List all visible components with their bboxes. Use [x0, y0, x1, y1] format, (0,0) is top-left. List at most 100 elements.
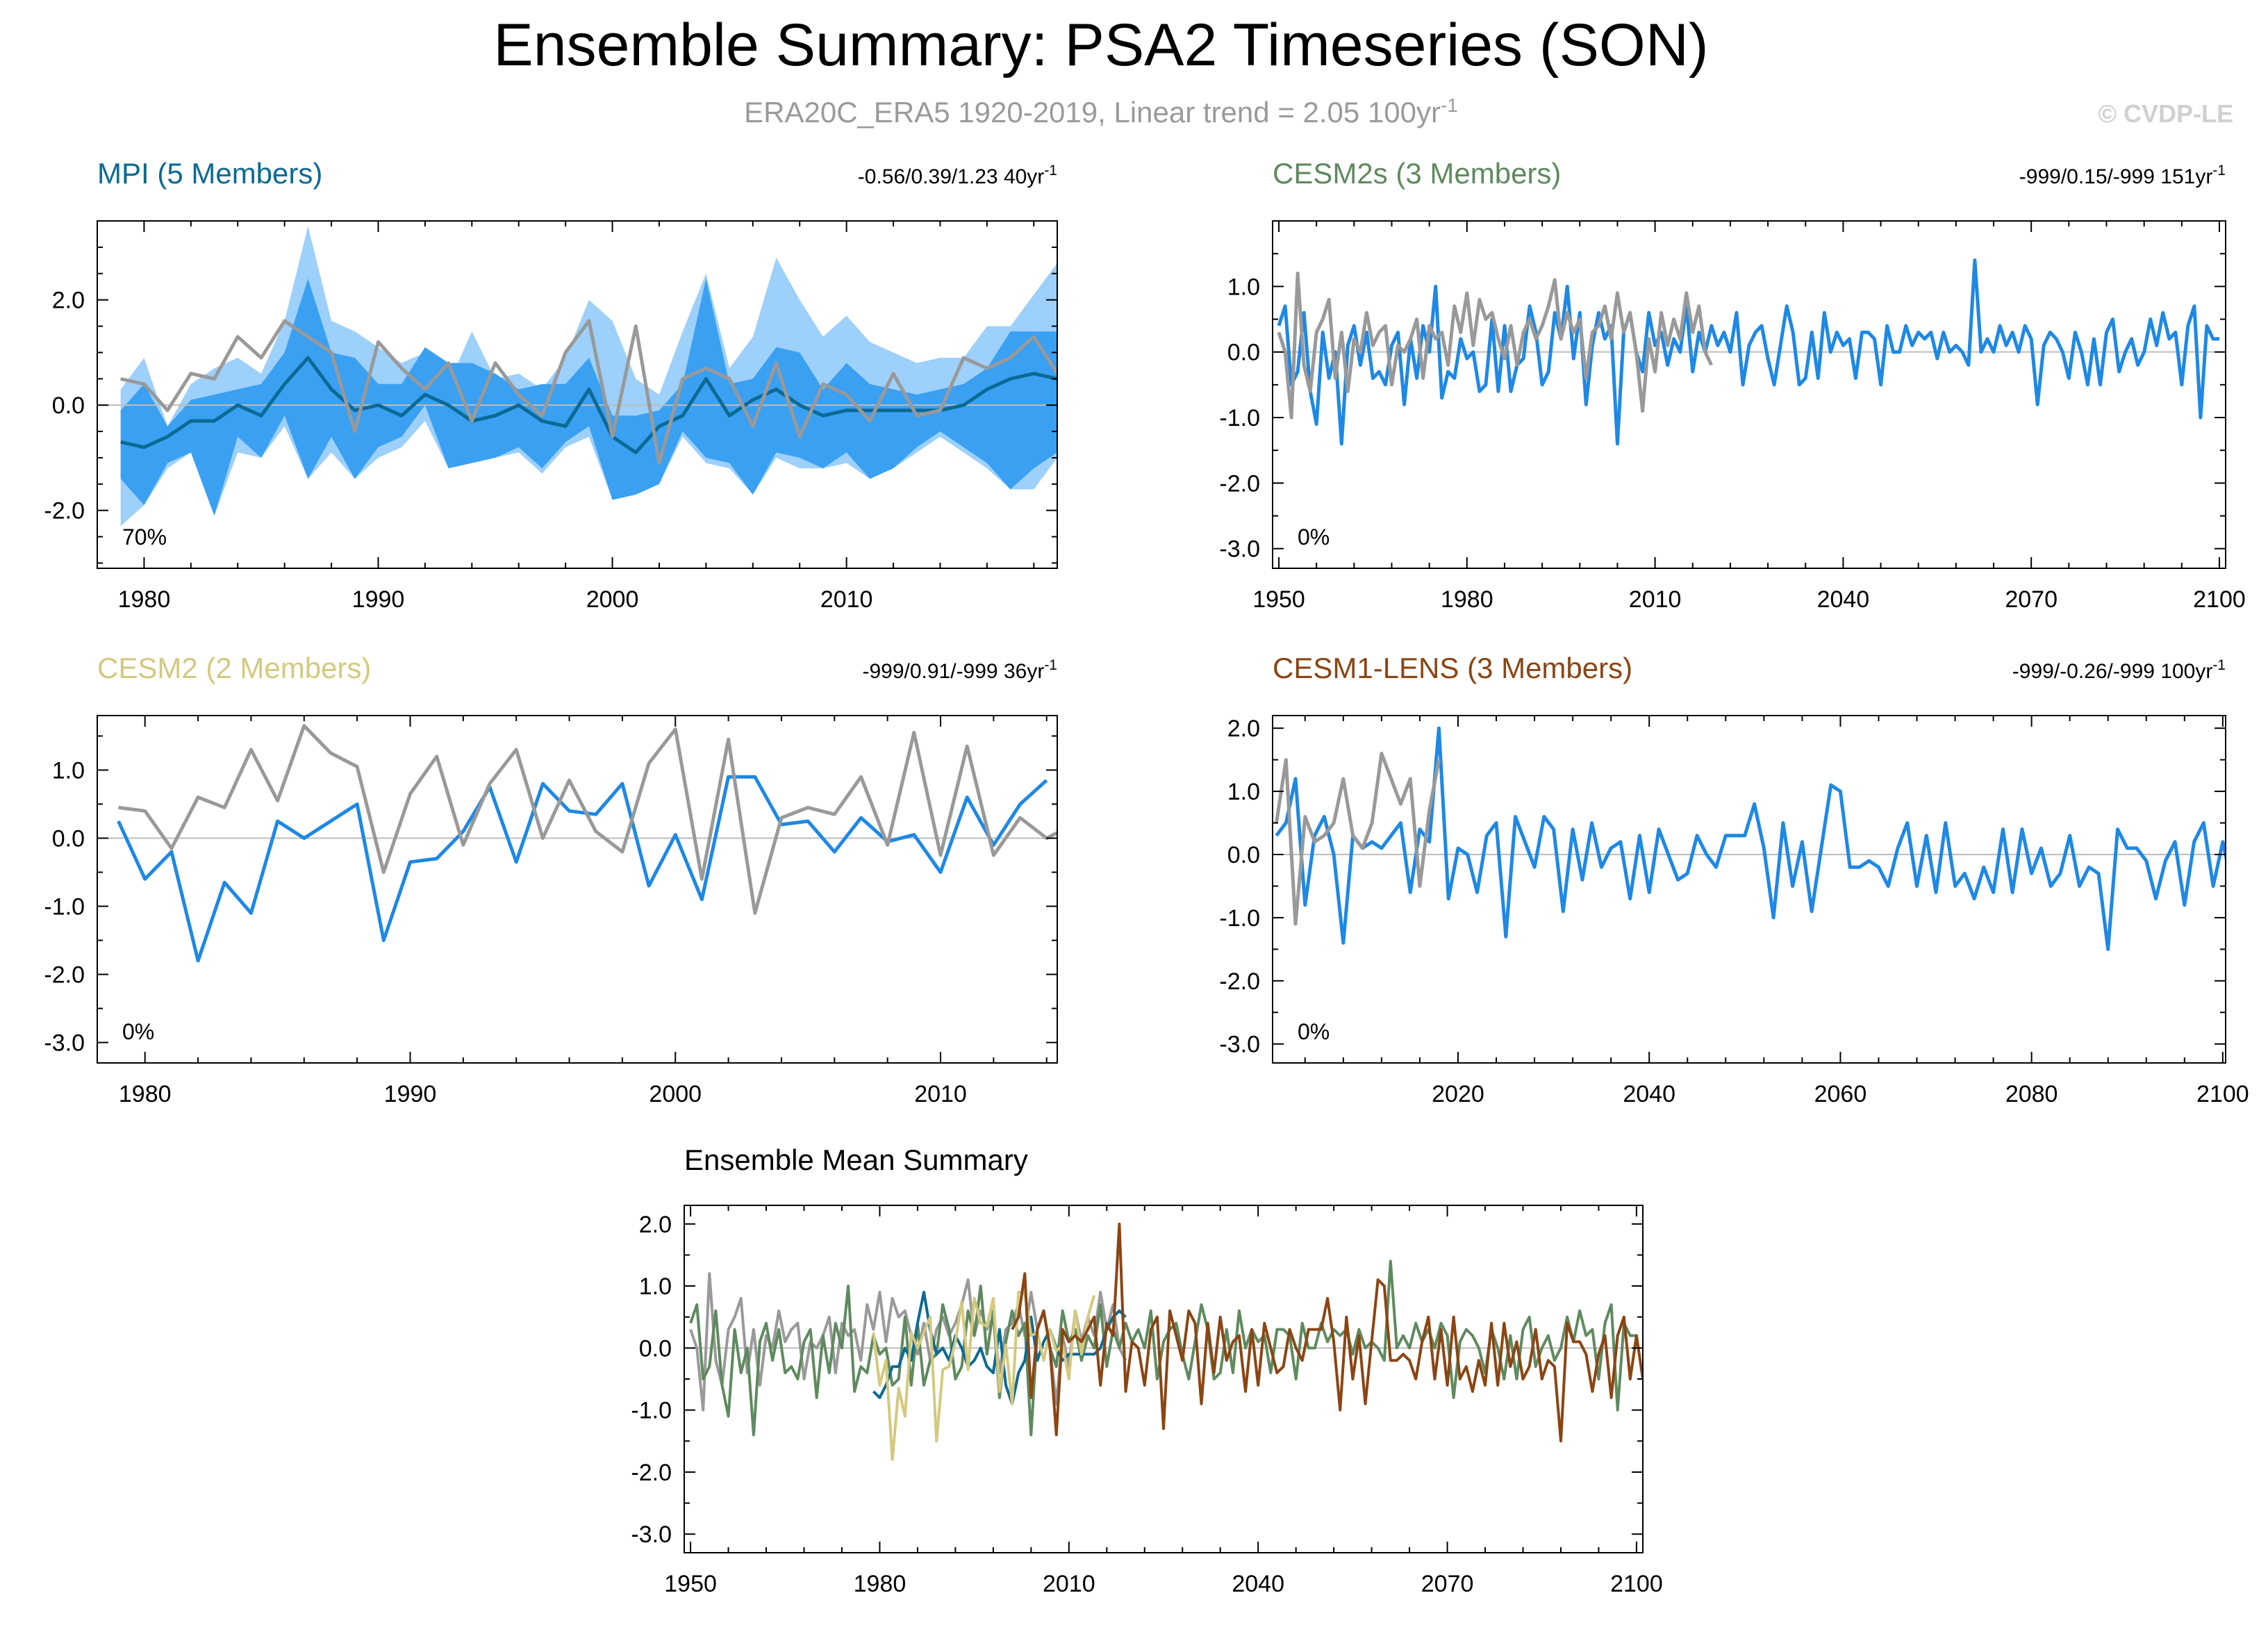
series-cesm2s	[689, 1260, 1637, 1437]
stats-exponent: -1	[2212, 163, 2226, 179]
panel-title: CESM1-LENS (3 Members)	[1273, 652, 1632, 684]
subtitle-text: ERA20C_ERA5 1920-2019, Linear trend = 2.…	[744, 96, 1441, 129]
x-tick-label: 1980	[118, 586, 171, 613]
x-tick-label: 2060	[1814, 1081, 1867, 1107]
percent-label: 0%	[1298, 525, 1330, 550]
panel-ensemble_mean: Ensemble Mean Summary -3.0 -2.0 -1.0 0.0 1.0 2…	[631, 1144, 1662, 1597]
y-tick-label: -3.0	[44, 1030, 85, 1057]
x-tick-label: 1990	[384, 1081, 437, 1107]
x-tick-label: 2070	[1421, 1571, 1474, 1597]
x-tick-label: 2070	[2005, 586, 2058, 613]
panel-stats: -999/0.15/-999 151yr-1	[2019, 163, 2226, 188]
y-tick-label: 0.0	[1227, 842, 1260, 868]
series-ensemble-mean	[1275, 726, 2226, 951]
plot-frame	[97, 715, 1058, 1064]
y-tick-label: 2.0	[1227, 716, 1260, 742]
panel-cesm2: CESM2 (2 Members) -999/0.91/-999 36yr-1 -3…	[44, 652, 1058, 1107]
y-tick-label: -1.0	[1219, 405, 1260, 431]
series-mpi	[872, 1291, 1127, 1405]
x-tick-label: 1980	[119, 1081, 172, 1107]
x-tick-label: 2020	[1432, 1081, 1484, 1107]
stats-text: -0.56/0.39/1.23 40yr	[858, 165, 1045, 188]
series-cesm1-lens	[1011, 1222, 1643, 1443]
x-tick-label: 2100	[2193, 586, 2246, 613]
stats-text: -999/-0.26/-999 100yr	[2012, 660, 2213, 683]
y-tick-label: -2.0	[1219, 968, 1260, 995]
stats-exponent: -1	[2212, 657, 2226, 673]
x-tick-label: 2040	[1623, 1081, 1675, 1107]
x-tick-label: 2080	[2005, 1081, 2058, 1107]
series-ensemble-mean	[1277, 258, 2219, 446]
x-tick-label: 2100	[1610, 1571, 1663, 1597]
panel-title: Ensemble Mean Summary	[684, 1144, 1028, 1176]
x-tick-label: 1980	[854, 1571, 907, 1597]
y-tick-label: 1.0	[52, 757, 85, 784]
y-tick-label: -2.0	[631, 1460, 672, 1486]
panel-stats: -999/0.91/-999 36yr-1	[862, 657, 1057, 683]
y-tick-label: -3.0	[631, 1521, 672, 1548]
y-tick-label: -1.0	[1219, 905, 1260, 932]
panel-stats: -999/-0.26/-999 100yr-1	[2012, 657, 2226, 683]
y-tick-label: 2.0	[52, 288, 85, 314]
panel-mpi: MPI (5 Members) -0.56/0.39/1.23 40yr-1 -2.…	[44, 157, 1058, 613]
percent-label: 0%	[122, 1019, 154, 1044]
series-era20c-era5	[1277, 272, 1714, 420]
panel-title: MPI (5 Members)	[97, 157, 322, 190]
series-ensemble-mean	[120, 356, 1057, 454]
x-tick-label: 2010	[820, 586, 873, 613]
figure-title: Ensemble Summary: PSA2 Timeseries (SON)	[493, 12, 1708, 79]
x-tick-label: 2000	[649, 1081, 702, 1107]
x-tick-label: 2010	[1629, 586, 1682, 613]
y-tick-label: -2.0	[1219, 470, 1260, 497]
stats-exponent: -1	[1044, 657, 1057, 673]
percent-label: 70%	[122, 525, 167, 550]
plot-area	[684, 1222, 1643, 1462]
series-era20c-era5	[118, 724, 1057, 915]
plot-area	[97, 226, 1057, 527]
x-tick-label: 1980	[1441, 586, 1493, 613]
y-tick-label: -1.0	[44, 894, 85, 921]
plot-area	[1273, 258, 2226, 446]
y-tick-label: 0.0	[1227, 340, 1260, 366]
series-era20c-era5	[1275, 752, 1441, 926]
panel-title: CESM2s (3 Members)	[1273, 157, 1561, 190]
panel-cesm2s: CESM2s (3 Members) -999/0.15/-999 151yr-1…	[1219, 157, 2245, 613]
series-ensemble-mean	[117, 775, 1048, 963]
x-tick-label: 2000	[586, 586, 639, 613]
watermark: © CVDP-LE	[2098, 99, 2233, 128]
x-tick-label: 1990	[352, 586, 405, 613]
series-cesm2	[872, 1291, 1096, 1462]
spread-inner-band	[120, 279, 1057, 516]
stats-text: -999/0.91/-999 36yr	[862, 660, 1044, 683]
y-tick-label: -2.0	[44, 498, 85, 525]
panel-title: CESM2 (2 Members)	[97, 652, 371, 684]
x-tick-label: 2040	[1232, 1571, 1284, 1597]
x-tick-label: 2010	[1043, 1571, 1095, 1597]
x-tick-label: 2040	[1817, 586, 1870, 613]
x-tick-label: 1950	[1252, 586, 1305, 613]
plot-frame	[1272, 715, 2226, 1064]
y-tick-label: 1.0	[639, 1273, 672, 1300]
stats-text: -999/0.15/-999 151yr	[2019, 165, 2213, 188]
y-tick-label: -2.0	[44, 962, 85, 989]
percent-label: 0%	[1298, 1019, 1330, 1044]
figure-subtitle: ERA20C_ERA5 1920-2019, Linear trend = 2.…	[744, 94, 1458, 129]
series-era20c-era5	[120, 319, 1057, 465]
y-tick-label: 0.0	[639, 1335, 672, 1362]
y-tick-label: -3.0	[1219, 536, 1260, 563]
panel-stats: -0.56/0.39/1.23 40yr-1	[858, 163, 1057, 188]
y-tick-label: 2.0	[639, 1212, 672, 1238]
plot-frame	[97, 220, 1058, 569]
y-tick-label: 1.0	[1227, 274, 1260, 300]
stats-exponent: -1	[1044, 163, 1057, 179]
x-tick-label: 2100	[2196, 1081, 2249, 1107]
x-tick-label: 2010	[914, 1081, 967, 1107]
y-tick-label: -3.0	[1219, 1032, 1260, 1058]
plot-frame	[1272, 220, 2226, 569]
y-tick-label: 0.0	[52, 393, 85, 419]
panel-cesm1: CESM1-LENS (3 Members) -999/-0.26/-999 10…	[1219, 652, 2249, 1107]
plot-area	[1273, 726, 2226, 951]
y-tick-label: 0.0	[52, 825, 85, 852]
x-tick-label: 1950	[664, 1571, 717, 1597]
y-tick-label: -1.0	[631, 1398, 672, 1424]
